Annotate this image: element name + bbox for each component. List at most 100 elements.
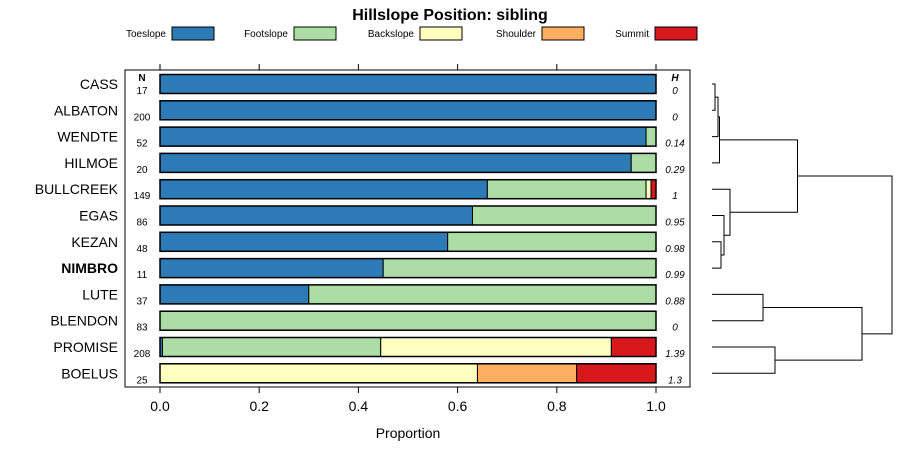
- bar-rows: CASS 17 0 ALBATON 200 0 WENDTE 52 0.14 HILMOE 20 0.…: [35, 73, 685, 386]
- bar-segment-bullcreek-footslope: [486, 179, 647, 200]
- n-value-hilmoe: 20: [136, 165, 148, 176]
- row-label-blendon: BLENDON: [50, 313, 118, 329]
- x-tick-label-4: 0.8: [547, 398, 567, 414]
- row-label-lute: LUTE: [82, 286, 118, 302]
- n-value-lute: 37: [136, 296, 148, 307]
- row-label-hilmoe: HILMOE: [64, 155, 118, 171]
- n-value-nimbro: 11: [137, 270, 148, 281]
- x-tick-label-2: 0.4: [349, 398, 369, 414]
- top-axis-ticks: [159, 64, 657, 70]
- dendrogram-link-7: [712, 293, 764, 322]
- bar-outline-wendte: [159, 126, 657, 147]
- bar-outline-bullcreek: [159, 178, 657, 200]
- dendrogram-link-4: [712, 215, 725, 256]
- row-label-cass: CASS: [80, 76, 118, 92]
- x-axis: 0.0 0.2 0.4 0.6 0.8 1.0: [150, 387, 666, 414]
- h-column-header: H: [671, 73, 679, 84]
- legend-label-footslope: Footslope: [244, 29, 288, 40]
- bar-segment-lute-toeslope: [159, 284, 310, 305]
- h-value-lute: 0.88: [665, 296, 685, 307]
- legend-swatch-shoulder: [541, 26, 585, 41]
- row-label-kezan: KEZAN: [71, 234, 118, 250]
- dendrogram-link-8: [712, 346, 776, 374]
- legend-swatch-summit: [654, 26, 698, 41]
- bar-segment-egas-footslope: [471, 205, 657, 226]
- row-label-nimbro: NIMBRO: [61, 260, 118, 276]
- bar-outline-kezan: [159, 231, 657, 253]
- n-value-egas: 86: [136, 218, 148, 229]
- dendrogram-link-3: [712, 241, 722, 269]
- legend-swatch-footslope: [293, 26, 337, 41]
- chart-title: Hillslope Position: sibling: [352, 7, 548, 24]
- row-label-promise: PROMISE: [53, 339, 118, 355]
- bar-segment-promise-summit: [610, 337, 657, 357]
- legend-label-toeslope: Toeslope: [126, 29, 166, 40]
- n-value-promise: 208: [134, 349, 151, 360]
- bar-segment-kezan-toeslope: [159, 231, 449, 252]
- plot-frame: [124, 69, 691, 388]
- h-value-blendon: 0: [672, 323, 678, 334]
- dendrogram-link-9: [763, 307, 863, 361]
- n-value-kezan: 48: [136, 244, 148, 255]
- bar-outline-egas: [159, 205, 657, 226]
- h-value-wendte: 0.14: [665, 139, 685, 150]
- dendrogram-link-0: [712, 83, 716, 111]
- bar-outline-boelus: [159, 363, 657, 384]
- bar-segment-nimbro-footslope: [382, 258, 657, 279]
- n-value-albaton: 200: [134, 112, 151, 123]
- h-value-cass: 0: [672, 86, 678, 97]
- bar-segment-wendte-toeslope: [159, 126, 647, 147]
- n-value-wendte: 52: [136, 139, 148, 150]
- legend: Toeslope Footslope Backslope Shoulder Summit: [126, 26, 698, 41]
- row-label-albaton: ALBATON: [54, 102, 118, 118]
- legend-swatch-toeslope: [171, 26, 215, 41]
- bar-outline-nimbro: [159, 257, 657, 279]
- bar-outline-blendon: [159, 310, 657, 331]
- legend-swatch-backslope: [419, 26, 463, 41]
- h-value-bullcreek: 1: [672, 191, 678, 202]
- bar-segment-bullcreek-backslope: [645, 179, 652, 200]
- row-label-wendte: WENDTE: [57, 129, 118, 145]
- bar-outline-hilmoe: [159, 152, 657, 174]
- dendrogram: [712, 83, 893, 374]
- bar-segment-nimbro-toeslope: [159, 258, 384, 279]
- bar-segment-boelus-backslope: [159, 363, 478, 384]
- row-label-boelus: BOELUS: [61, 365, 118, 381]
- dendrogram-link-6: [719, 139, 798, 213]
- h-value-egas: 0.95: [665, 218, 685, 229]
- bar-outline-promise: [159, 336, 657, 358]
- row-label-bullcreek: BULLCREEK: [35, 181, 119, 197]
- legend-label-summit: Summit: [615, 29, 649, 40]
- x-tick-label-0: 0.0: [150, 398, 170, 414]
- dendrogram-link-5: [712, 188, 731, 236]
- bar-segment-hilmoe-footslope: [630, 152, 657, 173]
- bar-segment-boelus-summit: [576, 363, 657, 384]
- legend-label-shoulder: Shoulder: [496, 29, 537, 40]
- h-value-kezan: 0.98: [665, 244, 685, 255]
- bar-segment-lute-footslope: [308, 284, 657, 305]
- n-value-cass: 17: [136, 86, 148, 97]
- h-value-hilmoe: 0.29: [665, 165, 685, 176]
- dendrogram-link-10: [797, 175, 893, 335]
- bar-segment-hilmoe-toeslope: [159, 152, 632, 173]
- n-value-boelus: 25: [136, 375, 148, 386]
- n-column-header: N: [138, 73, 145, 84]
- x-axis-title: Proportion: [376, 425, 441, 441]
- bar-segment-egas-toeslope: [159, 205, 473, 226]
- bar-segment-promise-footslope: [161, 337, 382, 357]
- bar-segment-wendte-footslope: [645, 126, 657, 147]
- bar-outline-lute: [159, 284, 657, 305]
- x-tick-label-1: 0.2: [249, 398, 269, 414]
- bar-segment-kezan-footslope: [447, 231, 657, 252]
- h-value-promise: 1.39: [665, 349, 685, 360]
- h-value-boelus: 1.3: [668, 375, 682, 386]
- bar-segment-promise-backslope: [380, 337, 612, 357]
- h-value-nimbro: 0.99: [665, 270, 685, 281]
- bar-segment-albaton-toeslope: [159, 100, 657, 121]
- h-value-albaton: 0: [672, 112, 678, 123]
- legend-label-backslope: Backslope: [368, 29, 415, 40]
- bar-segment-cass-toeslope: [159, 74, 657, 94]
- n-value-bullcreek: 149: [134, 191, 151, 202]
- bar-outline-albaton: [159, 100, 657, 121]
